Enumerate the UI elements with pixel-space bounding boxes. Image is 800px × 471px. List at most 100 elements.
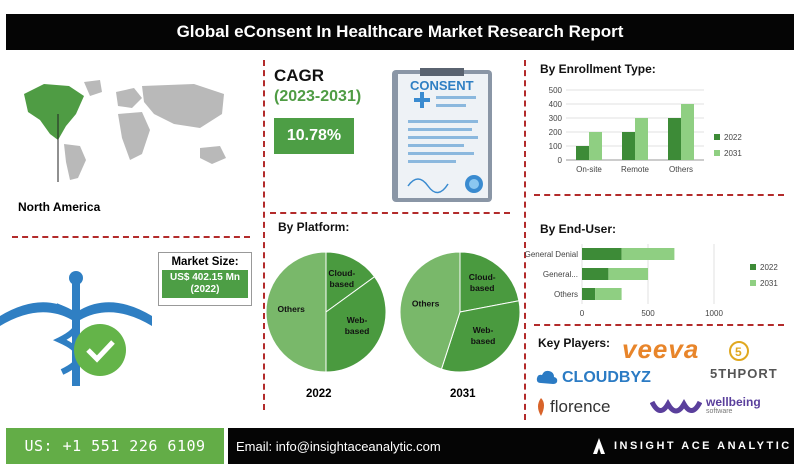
logo-florence-block: florence: [534, 396, 610, 418]
pie-slice: [325, 251, 376, 313]
market-size-card: Market Size: US$ 402.15 Mn (2022): [158, 252, 252, 306]
enduser-legend-label: 2022: [760, 263, 778, 272]
enduser-x-tick: 500: [641, 309, 655, 318]
cagr-label: CAGR: [274, 66, 325, 85]
australia-shape: [200, 146, 226, 164]
footer-phone[interactable]: US: +1 551 226 6109: [6, 428, 224, 464]
footer-email[interactable]: Email: info@insightaceanalytic.com: [228, 428, 568, 464]
pie-label: Others: [277, 304, 305, 314]
footer-phone-text: US: +1 551 226 6109: [24, 437, 206, 455]
divider-platform: [270, 212, 510, 214]
africa-shape: [118, 112, 150, 160]
logo-wellbeing-sub: software: [706, 408, 733, 415]
market-size-label: Market Size:: [171, 256, 239, 268]
logo-cloudbyz: CLOUDBYZ: [562, 369, 651, 386]
pie-label: Web-based: [471, 325, 496, 346]
platform-year-2031: 2031: [450, 388, 476, 400]
enroll-x-tick: On-site: [576, 165, 602, 174]
logo-5thport-mark: 5: [728, 340, 750, 367]
enroll-legend-label: 2031: [724, 149, 742, 158]
enroll-bar: [635, 118, 648, 160]
enduser-legend-swatch: [750, 264, 756, 270]
enduser-bar: [582, 268, 609, 280]
logo-wellbeing: wellbeing: [706, 395, 761, 409]
enroll-x-tick: Others: [669, 165, 693, 174]
enroll-bar: [622, 132, 635, 160]
report-title: Global eConsent In Healthcare Market Res…: [6, 14, 794, 50]
cloud-icon: [536, 370, 558, 384]
logo-florence: florence: [550, 397, 611, 416]
wellbeing-wave-icon: [650, 398, 702, 414]
enduser-y-tick: Others: [554, 290, 578, 299]
logo-veeva: veeva: [622, 334, 700, 364]
enduser-x-tick: 0: [580, 309, 585, 318]
enroll-y-tick: 100: [549, 142, 563, 151]
enroll-bar: [589, 132, 602, 160]
platform-pies: Cloud-based Web-based Others Cloud-based Web…: [265, 251, 521, 373]
enroll-y-tick: 200: [549, 128, 563, 137]
divider-left: [263, 60, 265, 410]
enduser-legend-swatch: [750, 280, 756, 286]
platform-title: By Platform:: [278, 220, 350, 234]
enduser-chart: 0 500 1000 General Denial General... Others 20…: [525, 244, 778, 318]
pie-label: Cloud-based: [469, 272, 496, 293]
logo-5thport: 5THPORT: [710, 366, 778, 381]
svg-text:5: 5: [735, 345, 742, 359]
enduser-bar: [595, 288, 622, 300]
pie-slice: [265, 251, 327, 373]
check-badge-icon: [74, 324, 126, 376]
brand-logo-icon: [593, 438, 605, 454]
logo-cloudbyz-block: CLOUDBYZ: [536, 368, 651, 388]
enroll-y-tick: 500: [549, 86, 563, 95]
enroll-legend-label: 2022: [724, 133, 742, 142]
enroll-y-tick: 300: [549, 114, 563, 123]
south-america-shape: [64, 144, 86, 180]
cagr-value: 10.78%: [274, 118, 354, 154]
pie-label: Cloud-based: [328, 268, 355, 289]
consent-doc-label: CONSENT: [410, 78, 474, 93]
enroll-bar: [576, 146, 589, 160]
florence-icon: [538, 398, 544, 416]
divider-right: [524, 60, 526, 420]
footer-email-text: Email: info@insightaceanalytic.com: [236, 438, 441, 454]
asia-shape: [142, 84, 224, 128]
report-title-text: Global eConsent In Healthcare Market Res…: [176, 22, 624, 41]
key-players-title: Key Players:: [538, 336, 611, 350]
enduser-y-tick: General...: [543, 270, 578, 279]
region-label: North America: [18, 200, 101, 214]
enroll-y-tick: 0: [558, 156, 563, 165]
enduser-bar: [608, 268, 648, 280]
pie-label: Others: [412, 299, 440, 309]
enduser-bar: [621, 248, 675, 260]
footer-brand: INSIGHT ACE ANALYTIC: [568, 428, 794, 464]
enroll-legend-swatch: [714, 134, 720, 140]
cagr-period: (2023-2031): [274, 88, 362, 105]
medical-caduceus-icon: [0, 271, 152, 386]
pie-label: Web-based: [345, 315, 370, 336]
north-america-shape: [24, 84, 84, 140]
greenland-shape: [84, 80, 102, 96]
enduser-bar: [582, 288, 596, 300]
enduser-y-tick: General Denial: [525, 250, 579, 259]
enroll-bar: [668, 118, 681, 160]
enduser-bar: [582, 248, 622, 260]
enroll-y-tick: 400: [549, 100, 563, 109]
consent-document-icon: [392, 68, 492, 202]
world-map: [24, 80, 226, 182]
enrollment-title: By Enrollment Type:: [540, 62, 656, 76]
platform-year-2022: 2022: [306, 388, 332, 400]
divider-players: [534, 324, 784, 326]
pie-slice: [440, 300, 521, 373]
europe-shape: [116, 88, 142, 108]
enduser-title: By End-User:: [540, 222, 617, 236]
enroll-legend-swatch: [714, 150, 720, 156]
enroll-bar: [681, 104, 694, 160]
divider-region: [12, 236, 250, 238]
divider-enduser: [534, 194, 784, 196]
enduser-x-tick: 1000: [705, 309, 723, 318]
footer-brand-text: INSIGHT ACE ANALYTIC: [614, 440, 792, 452]
pie-slice: [325, 276, 387, 373]
pie-slice: [459, 251, 520, 313]
pie-slice: [399, 251, 461, 370]
enrollment-chart: 0 100 200 300 400 500 On-site Remote Others 2022 2…: [549, 86, 743, 174]
